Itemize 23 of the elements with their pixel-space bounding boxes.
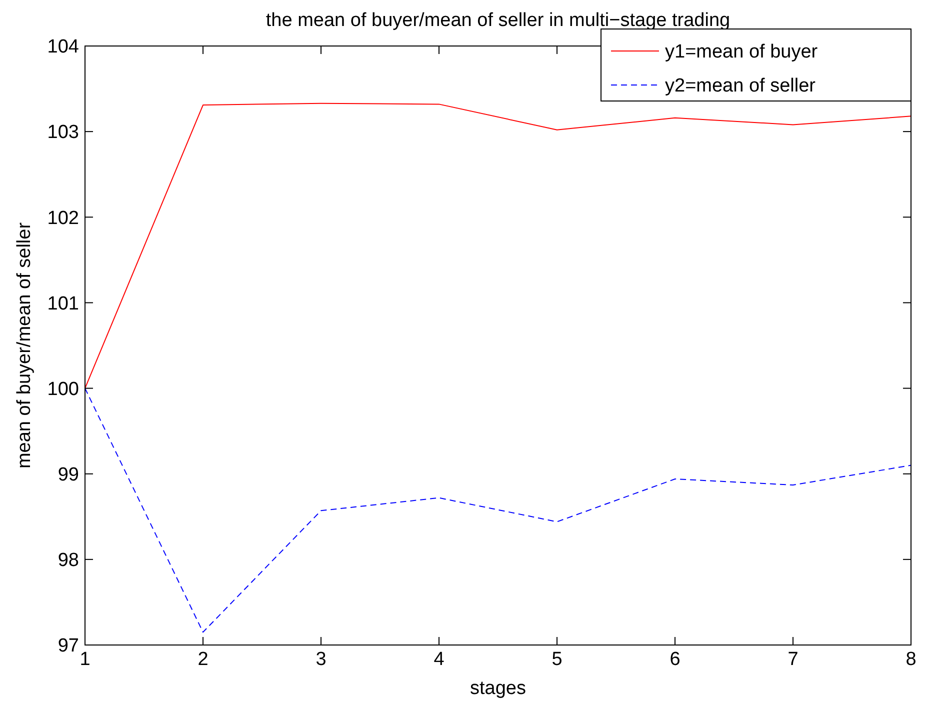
line-series [84,102,912,389]
y-tick-label: 97 [58,636,79,657]
y-tick-label: 102 [47,208,79,229]
x-tick-label: 6 [670,649,680,670]
line-series [84,388,912,633]
x-tick-label: 7 [788,649,798,670]
y-tick-label: 98 [58,550,79,572]
y-tick-label: 103 [47,122,79,144]
y-tick-label: 100 [47,378,79,400]
x-tick-label: 1 [80,649,90,670]
x-axis-title: stages [470,678,526,699]
y-tick-label: 101 [47,293,79,314]
x-tick-label: 2 [198,649,208,670]
legend-label: y1=mean of buyer [665,42,818,63]
legend-label: y2=mean of seller [665,76,816,97]
y-axis-title: mean of buyer/mean of seller [14,222,35,469]
chart-title: the mean of buyer/mean of seller in multi−stage trading [266,10,730,31]
x-tick-label: 8 [906,649,916,670]
y-tick-label: 99 [58,464,79,486]
x-tick-label: 3 [316,649,326,670]
x-tick-label: 5 [552,649,562,670]
x-tick-label: 4 [434,649,445,670]
y-tick-label: 104 [47,36,80,58]
